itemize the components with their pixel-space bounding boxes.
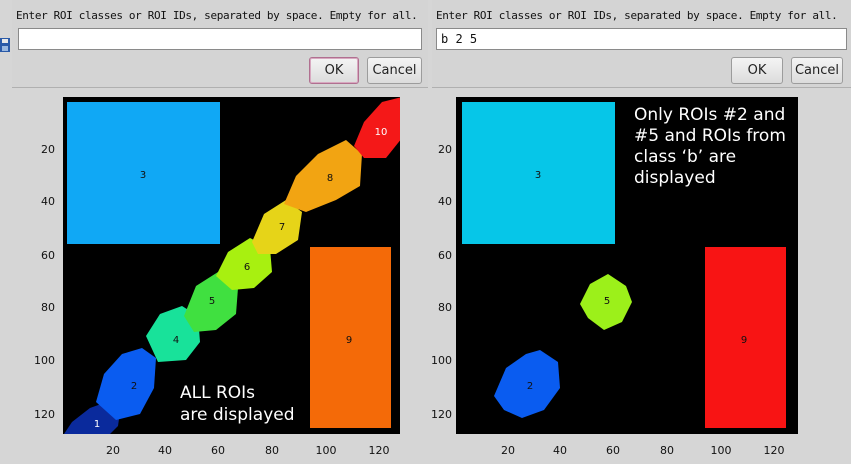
plot-annotation-line: ALL ROIs <box>180 383 255 403</box>
roi-label: 4 <box>173 335 179 346</box>
x-tick-label: 80 <box>660 444 674 457</box>
y-tick-label: 120 <box>34 408 55 421</box>
roi-label: 8 <box>327 173 333 184</box>
roi-label: 6 <box>244 262 250 273</box>
roi-filter-input[interactable] <box>436 28 847 50</box>
roi-filter-input[interactable] <box>18 28 422 50</box>
roi-2-region <box>96 348 156 420</box>
y-tick-label: 60 <box>41 249 55 262</box>
roi-filter-dialog-right: Enter ROI classes or ROI IDs, separated … <box>432 0 851 88</box>
roi-7-region <box>252 200 302 254</box>
dialog-prompt: Enter ROI classes or ROI IDs, separated … <box>436 9 838 22</box>
ok-button[interactable]: OK <box>731 57 783 84</box>
roi-plot-all: 1 2 3 4 5 6 7 8 9 10 ALL ROIs are displa… <box>34 97 400 457</box>
roi-label: 3 <box>535 170 541 181</box>
roi-9-region <box>310 247 391 428</box>
x-tick-label: 40 <box>158 444 172 457</box>
roi-3-region <box>67 102 220 244</box>
y-tick-label: 60 <box>438 249 452 262</box>
roi-10-region <box>354 97 400 158</box>
x-tick-label: 120 <box>764 444 785 457</box>
ok-button[interactable]: OK <box>309 57 359 84</box>
floppy-disk-icon <box>0 38 10 52</box>
roi-5-region <box>184 272 238 332</box>
y-tick-label: 80 <box>438 301 452 314</box>
roi-5-region <box>580 274 632 330</box>
roi-3-region <box>462 102 615 244</box>
plot-annotation-line: are displayed <box>180 405 295 425</box>
plot-annotation-line: displayed <box>634 168 716 188</box>
plot-annotation-line: Only ROIs #2 and <box>634 105 785 125</box>
roi-2-region <box>494 350 560 418</box>
cancel-button[interactable]: Cancel <box>367 57 422 84</box>
x-tick-label: 60 <box>211 444 225 457</box>
roi-label: 3 <box>140 170 146 181</box>
y-tick-label: 40 <box>41 195 55 208</box>
roi-label: 5 <box>209 296 215 307</box>
y-tick-label: 100 <box>34 354 55 367</box>
y-tick-label: 20 <box>438 143 452 156</box>
cancel-button[interactable]: Cancel <box>791 57 843 84</box>
roi-label: 9 <box>346 335 352 346</box>
x-tick-label: 120 <box>369 444 390 457</box>
plot-annotation-line: #5 and ROIs from <box>634 126 786 146</box>
roi-label: 2 <box>527 381 533 392</box>
roi-8-region <box>284 140 362 212</box>
roi-plot-filtered: 2 3 5 9 Only ROIs #2 and #5 and ROIs fro… <box>431 97 798 457</box>
roi-label: 9 <box>741 335 747 346</box>
x-tick-label: 100 <box>316 444 337 457</box>
roi-9-region <box>705 247 786 428</box>
y-tick-label: 20 <box>41 143 55 156</box>
y-tick-label: 120 <box>431 408 452 421</box>
x-tick-label: 100 <box>711 444 732 457</box>
x-tick-label: 80 <box>265 444 279 457</box>
roi-label: 1 <box>94 419 100 430</box>
roi-label: 5 <box>604 296 610 307</box>
x-tick-label: 20 <box>106 444 120 457</box>
plot-annotation-line: class ‘b’ are <box>634 147 736 167</box>
y-tick-label: 100 <box>431 354 452 367</box>
y-tick-label: 80 <box>41 301 55 314</box>
roi-label: 7 <box>279 222 285 233</box>
x-tick-label: 20 <box>501 444 515 457</box>
y-tick-label: 40 <box>438 195 452 208</box>
roi-filter-dialog-left: Enter ROI classes or ROI IDs, separated … <box>12 0 428 88</box>
x-tick-label: 60 <box>606 444 620 457</box>
x-tick-label: 40 <box>553 444 567 457</box>
dialog-prompt: Enter ROI classes or ROI IDs, separated … <box>16 9 418 22</box>
roi-label: 10 <box>375 127 388 138</box>
roi-label: 2 <box>131 381 137 392</box>
